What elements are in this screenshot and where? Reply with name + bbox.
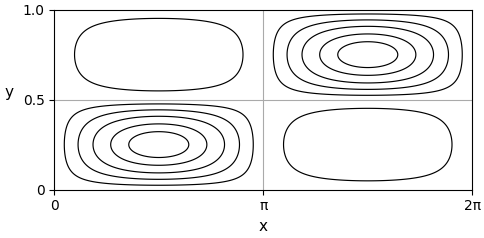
X-axis label: x: x <box>258 219 267 234</box>
Y-axis label: y: y <box>4 85 13 100</box>
